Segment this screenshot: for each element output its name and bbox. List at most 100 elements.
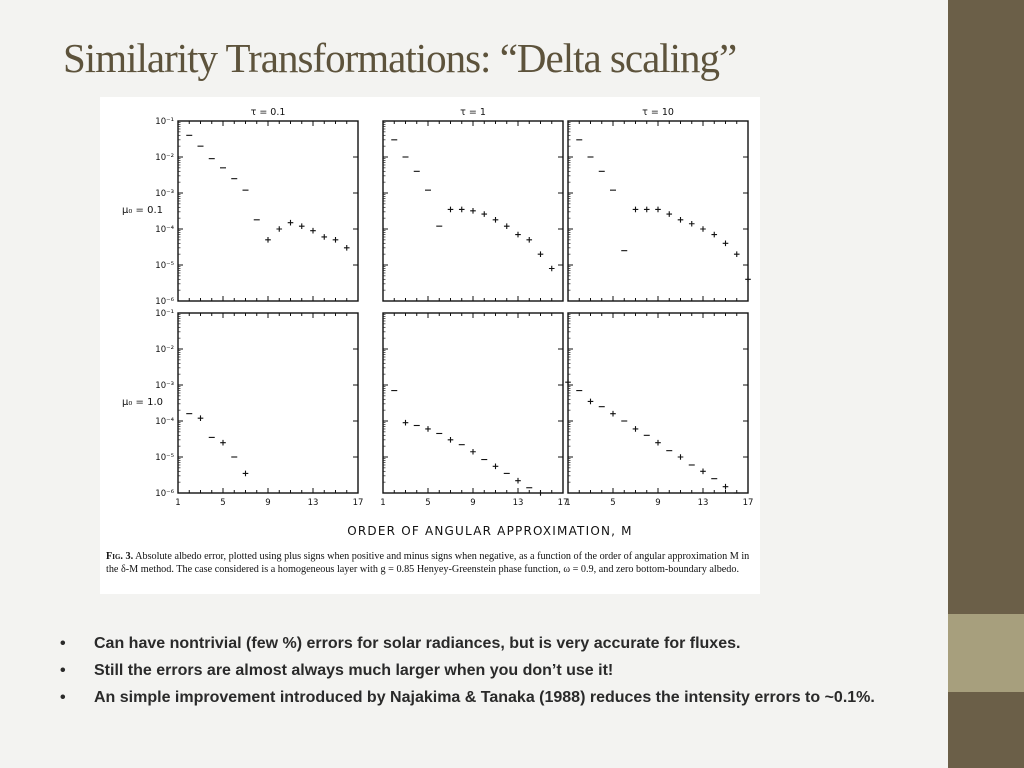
panel-frame (567, 312, 749, 494)
bullet-dot-icon: • (60, 662, 66, 679)
row-label: μ₀ = 0.1 (122, 205, 163, 216)
data-point-plus (503, 223, 510, 229)
x-tick-label: 5 (425, 498, 430, 508)
x-tick-label: 17 (558, 498, 569, 508)
data-point-plus (332, 237, 339, 243)
y-tick-label: 10⁻⁶ (155, 489, 174, 499)
bullet-text: Can have nontrivial (few %) errors for s… (94, 635, 741, 652)
bullet-item: • Can have nontrivial (few %) errors for… (60, 630, 930, 657)
x-axis-label: ORDER OF ANGULAR APPROXIMATION, M (347, 524, 632, 538)
data-point-plus (548, 265, 555, 272)
data-point-plus (492, 463, 499, 470)
y-tick-label: 10⁻³ (155, 381, 174, 391)
x-tick-label: 1 (380, 498, 385, 508)
bullet-item: • An simple improvement introduced by Na… (60, 684, 930, 711)
y-tick-label: 10⁻⁵ (155, 453, 174, 463)
x-tick-label: 13 (698, 498, 709, 508)
bullet-text: An simple improvement introduced by Naja… (94, 689, 875, 706)
figure-caption: Fig. 3. Absolute albedo error, plotted u… (106, 551, 754, 576)
data-point-plus (733, 251, 740, 257)
data-point-plus (265, 237, 271, 243)
data-point-plus (447, 206, 454, 213)
data-point-plus (565, 379, 571, 385)
albedo-error-chart: 10⁻¹ 10⁻² 10⁻³ 10⁻⁴ 10⁻⁵ 10⁻⁶ μ₀ = 0.1 10⁻¹ 10⁻²… (122, 107, 754, 538)
y-tick-label: 10⁻¹ (155, 117, 174, 127)
x-tick-label: 17 (353, 498, 364, 508)
data-point-plus (537, 490, 544, 496)
x-tick-label: 5 (610, 498, 615, 508)
x-tick-label: 9 (655, 498, 660, 508)
data-point-plus (447, 437, 454, 443)
x-tick-label: 9 (470, 498, 475, 508)
data-point-plus (700, 226, 706, 232)
data-point-plus (276, 226, 283, 232)
y-tick-label: 10⁻⁶ (155, 297, 174, 307)
panel-frame (382, 312, 564, 494)
data-point-plus (610, 410, 616, 417)
data-point-plus (515, 477, 521, 484)
data-point-plus (220, 439, 226, 446)
figure-caption-text: Absolute albedo error, plotted using plu… (106, 551, 750, 575)
data-point-plus (745, 276, 751, 283)
x-tick-label: 9 (265, 498, 270, 508)
data-point-plus (688, 220, 695, 227)
data-point-plus (425, 426, 431, 432)
data-point-plus (700, 468, 706, 475)
data-point-plus (310, 227, 316, 234)
y-tick-label: 10⁻³ (155, 189, 174, 199)
data-point-plus (321, 234, 328, 240)
data-point-plus (643, 206, 650, 213)
figure-caption-label: Fig. 3. (106, 551, 134, 562)
data-point-plus (242, 470, 249, 477)
x-tick-label: 1 (565, 498, 570, 508)
data-point-plus (722, 483, 729, 490)
x-tick-label: 13 (513, 498, 524, 508)
data-point-plus (470, 448, 476, 455)
data-point-plus (655, 206, 661, 213)
y-tick-label: 10⁻⁴ (155, 417, 174, 427)
data-point-plus (197, 415, 204, 421)
data-point-plus (722, 240, 729, 247)
data-point-plus (481, 211, 488, 217)
y-tick-label: 10⁻¹ (155, 309, 174, 319)
x-tick-label: 17 (743, 498, 754, 508)
column-label: τ = 1 (460, 107, 486, 118)
x-tick-label: 5 (220, 498, 225, 508)
data-point-plus (526, 237, 533, 243)
data-point-plus (632, 426, 639, 432)
y-tick-label: 10⁻⁵ (155, 261, 174, 271)
bullet-dot-icon: • (60, 689, 66, 706)
data-point-plus (587, 398, 594, 405)
data-point-plus (343, 245, 350, 251)
x-tick-label: 13 (308, 498, 319, 508)
slide-title: Similarity Transformations: “Delta scali… (63, 35, 737, 81)
data-point-plus (515, 231, 521, 238)
bullet-text: Still the errors are almost always much … (94, 662, 614, 679)
row-label: μ₀ = 1.0 (122, 397, 163, 408)
data-point-plus (537, 251, 544, 257)
column-label: τ = 10 (642, 107, 674, 118)
data-point-plus (470, 208, 476, 214)
data-point-plus (402, 419, 409, 426)
data-point-plus (677, 454, 684, 460)
y-tick-label: 10⁻² (155, 153, 174, 163)
data-point-plus (711, 231, 718, 238)
x-tick-label: 1 (175, 498, 180, 508)
data-point-plus (655, 439, 661, 446)
panel-frame (177, 120, 359, 302)
bullet-dot-icon: • (60, 635, 66, 652)
bullet-list: • Can have nontrivial (few %) errors for… (60, 630, 930, 711)
data-point-plus (287, 219, 294, 226)
sidebar-accent-block (948, 614, 1024, 692)
column-label: τ = 0.1 (251, 107, 286, 118)
data-point-plus (677, 217, 684, 223)
bullet-item: • Still the errors are almost always muc… (60, 657, 930, 684)
figure: 10⁻¹ 10⁻² 10⁻³ 10⁻⁴ 10⁻⁵ 10⁻⁶ μ₀ = 0.1 10⁻¹ 10⁻²… (100, 97, 760, 594)
panel-frame (177, 312, 359, 494)
data-point-plus (458, 206, 465, 213)
data-point-plus (492, 217, 499, 223)
y-tick-label: 10⁻² (155, 345, 174, 355)
data-point-plus (666, 211, 673, 217)
data-point-plus (632, 206, 639, 213)
data-point-plus (298, 223, 305, 229)
